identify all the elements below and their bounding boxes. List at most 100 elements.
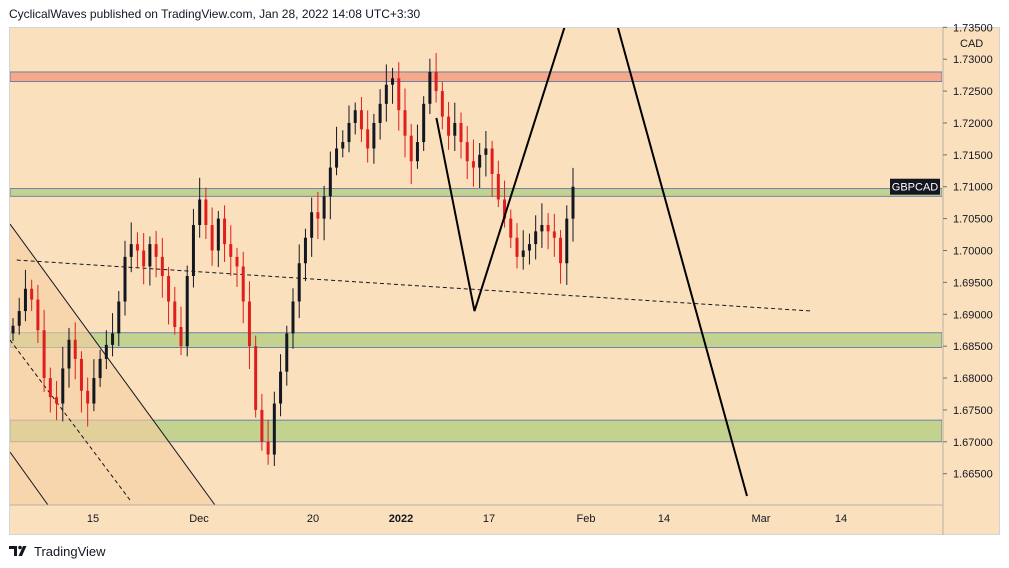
candle-body bbox=[61, 368, 65, 404]
candle-body bbox=[546, 224, 550, 232]
price-tick-label: 1.70500 bbox=[953, 214, 993, 226]
candle-body bbox=[527, 244, 531, 251]
time-tick-label: 14 bbox=[835, 513, 847, 525]
candle-body bbox=[48, 378, 52, 398]
candle-body bbox=[571, 186, 575, 219]
candle-body bbox=[515, 237, 519, 257]
candle-body bbox=[129, 244, 133, 257]
tradingview-logo-icon[interactable] bbox=[9, 545, 29, 557]
candle-body bbox=[154, 244, 158, 257]
time-tick-label: 14 bbox=[658, 513, 670, 525]
channel-lower-line bbox=[10, 451, 49, 505]
candle-body bbox=[503, 199, 507, 219]
time-tick-label: 2022 bbox=[389, 513, 413, 525]
time-tick-label: Dec bbox=[189, 513, 209, 525]
currency-label: CAD bbox=[960, 38, 983, 50]
candle-body bbox=[552, 231, 556, 238]
candle-body bbox=[73, 339, 77, 359]
candle-body bbox=[509, 218, 513, 238]
tradingview-brand[interactable]: TradingView bbox=[34, 543, 106, 559]
candle-body bbox=[496, 173, 500, 200]
candle-body bbox=[23, 288, 27, 312]
support-zone-1 bbox=[10, 188, 942, 197]
candle-body bbox=[559, 237, 563, 264]
candle-body bbox=[216, 218, 220, 251]
candle-body bbox=[341, 142, 345, 149]
candle-body bbox=[391, 78, 395, 85]
candle-body bbox=[434, 71, 438, 92]
candle-body bbox=[440, 91, 444, 117]
price-tick-label: 1.70000 bbox=[953, 245, 993, 257]
candle-body bbox=[478, 154, 482, 168]
candle-body bbox=[235, 256, 239, 267]
symbol-tag-label: GBPCAD bbox=[892, 182, 939, 194]
candle-body bbox=[17, 311, 21, 326]
candle-body bbox=[173, 301, 177, 328]
price-tick-label: 1.72500 bbox=[953, 86, 993, 98]
candle-body bbox=[55, 397, 59, 404]
candle-body bbox=[465, 142, 469, 162]
candle-body bbox=[111, 333, 115, 345]
candle-body bbox=[86, 390, 90, 404]
candle-body bbox=[540, 224, 544, 232]
candle-body bbox=[30, 288, 34, 300]
candle-body bbox=[42, 330, 46, 379]
price-tick-label: 1.73500 bbox=[953, 22, 993, 34]
candle-body bbox=[260, 409, 264, 442]
candle-body bbox=[67, 339, 71, 369]
price-tick-label: 1.67000 bbox=[953, 437, 993, 449]
price-tick-label: 1.68500 bbox=[953, 341, 993, 353]
footer: TradingView bbox=[9, 542, 106, 560]
candle-body bbox=[322, 196, 326, 219]
candle-body bbox=[148, 244, 152, 267]
candle-body bbox=[521, 250, 525, 257]
candle-body bbox=[316, 212, 320, 219]
candle-body bbox=[428, 71, 432, 104]
candle-body bbox=[198, 199, 202, 225]
candle-body bbox=[223, 218, 227, 245]
candle-body bbox=[303, 237, 307, 264]
price-tick-label: 1.67500 bbox=[953, 405, 993, 417]
candle-body bbox=[36, 299, 40, 331]
candle-body bbox=[372, 122, 376, 149]
resistance-zone-0 bbox=[10, 71, 942, 82]
price-tick-label: 1.69500 bbox=[953, 277, 993, 289]
publisher-line: CyclicalWaves published on TradingView.c… bbox=[9, 7, 421, 21]
candle-body bbox=[11, 325, 15, 334]
price-tick-label: 1.72000 bbox=[953, 118, 993, 130]
candle-body bbox=[378, 103, 382, 123]
symbol-tag bbox=[890, 178, 940, 195]
price-tick-label: 1.71000 bbox=[953, 182, 993, 194]
candle-body bbox=[247, 301, 251, 347]
candle-body bbox=[142, 250, 146, 267]
price-tick-label: 1.68000 bbox=[953, 373, 993, 385]
candle-body bbox=[135, 244, 139, 251]
candle-body bbox=[204, 199, 208, 225]
channel-upper-line bbox=[10, 223, 216, 505]
candle-body bbox=[415, 142, 419, 162]
candle-body bbox=[335, 148, 339, 168]
candle-body bbox=[453, 122, 457, 136]
candle-body bbox=[254, 346, 258, 410]
candle-body bbox=[297, 263, 301, 302]
time-tick-label: 15 bbox=[87, 513, 99, 525]
candle-body bbox=[179, 327, 183, 347]
price-tick-label: 1.71500 bbox=[953, 150, 993, 162]
candle-body bbox=[490, 148, 494, 174]
candle-body bbox=[422, 103, 426, 143]
price-tick-label: 1.69000 bbox=[953, 309, 993, 321]
price-tick-label: 1.66500 bbox=[953, 469, 993, 481]
candle-body bbox=[403, 110, 407, 136]
candle-body bbox=[160, 256, 164, 277]
candle-body bbox=[167, 276, 171, 302]
candle-body bbox=[384, 84, 388, 104]
candle-body bbox=[328, 167, 332, 197]
candle-body bbox=[241, 266, 245, 302]
candle-body bbox=[98, 358, 102, 379]
candle-body bbox=[347, 122, 351, 143]
candle-body bbox=[534, 231, 538, 245]
candle-body bbox=[117, 301, 121, 334]
candle-body bbox=[565, 218, 569, 264]
candle-body bbox=[185, 276, 189, 347]
